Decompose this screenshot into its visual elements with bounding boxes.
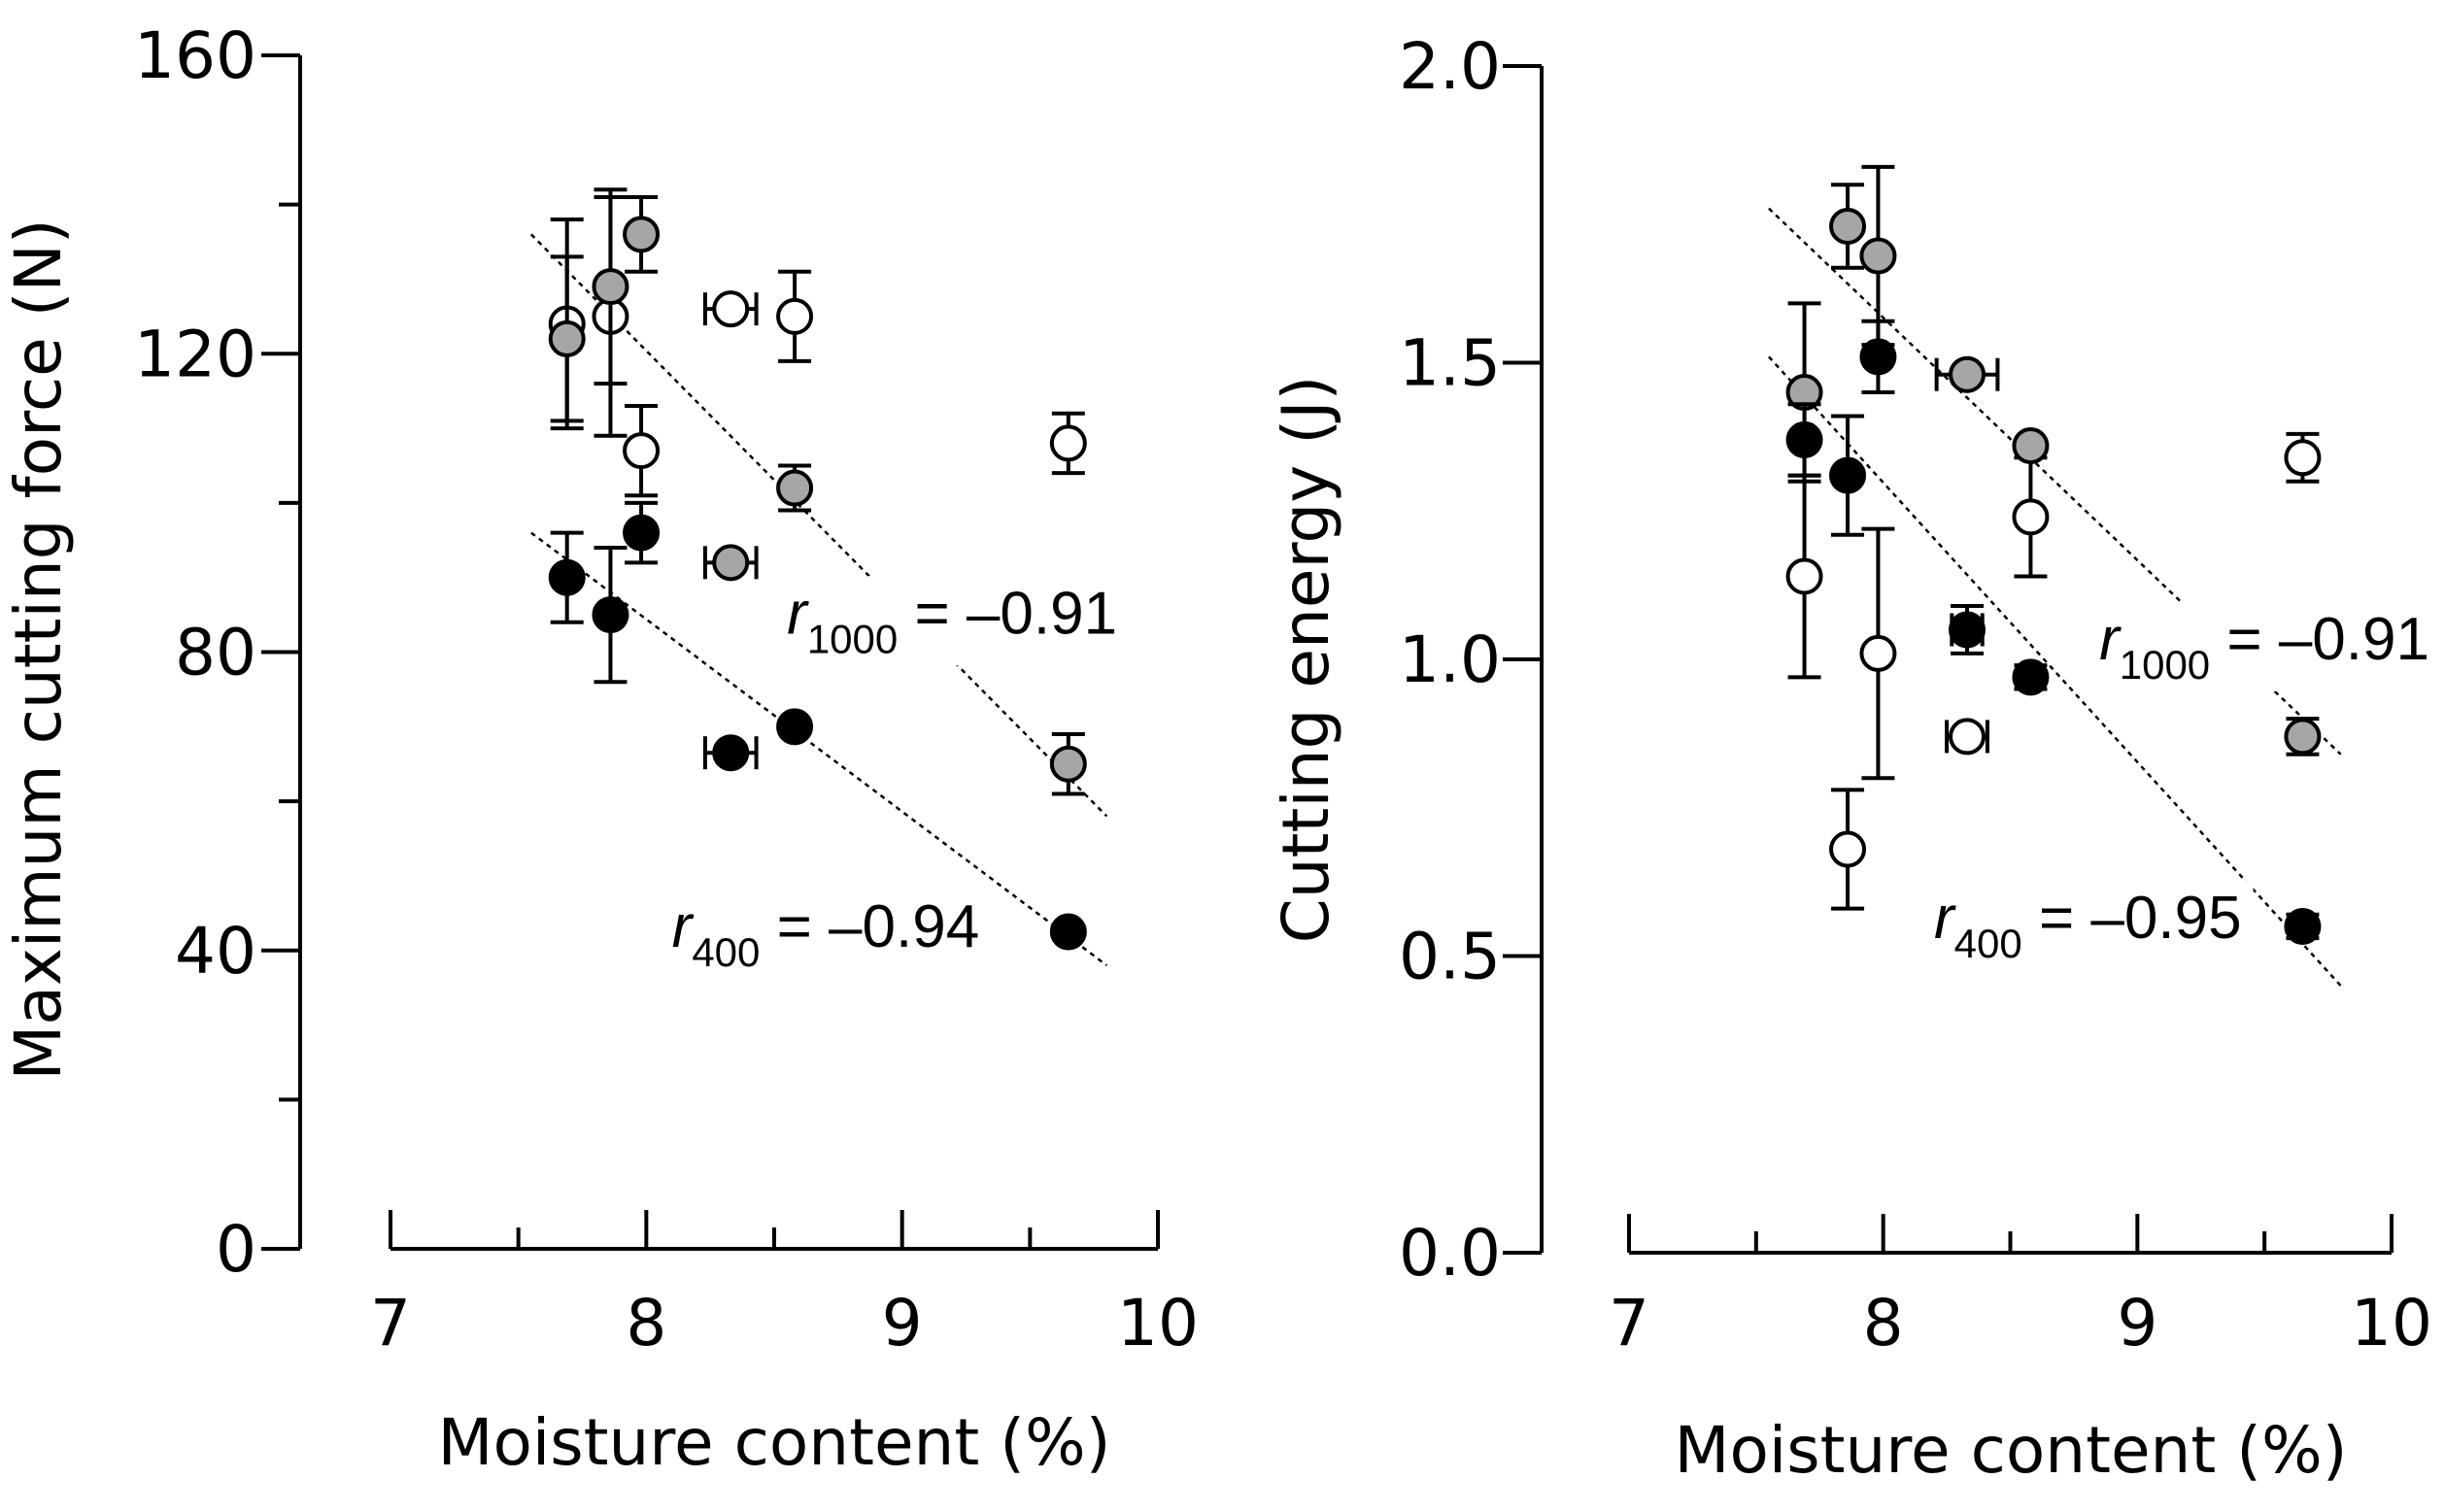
left-point-black [1049,913,1087,951]
left-annotation-r1000: r1000 = –0.91 [787,580,1117,661]
right-point-open [2012,498,2050,536]
right-x-tick-label: 8 [1863,1286,1904,1361]
right-point-black [1785,420,1823,458]
left-y-tick-label: 80 [175,616,256,690]
right-y-tick-label: 0.5 [1399,920,1501,994]
left-x-tick-label: 8 [626,1286,666,1361]
left-y-tick-label: 120 [134,317,256,391]
right-x-tick-label: 9 [2117,1286,2157,1361]
right-point-open [1785,557,1823,595]
right-point-open [1949,718,1987,756]
left-fit-line-black [530,531,1108,967]
right-x-tick-label: 7 [1609,1286,1649,1361]
right-point-black [2284,907,2322,945]
left-point-black [548,558,586,596]
left-x-tick-label: 9 [882,1286,923,1361]
right-point-black [2012,658,2050,696]
right-point-gray [2012,427,2050,465]
right-y-tick-label: 1.0 [1399,622,1501,697]
left-point-black [592,596,629,634]
left-point-open [712,290,750,328]
right-y-axis-title: Cutting energy (J) [1269,376,1343,944]
right-point-open [2284,439,2322,477]
left-point-open [623,432,661,470]
left-annotation-bg [775,576,1130,666]
right-point-black [1859,338,1897,376]
left-annotation-bg [660,889,992,979]
left-point-gray [623,216,661,253]
right-annotation-r400: r400 = –0.95 [1934,885,2242,966]
right-point-gray [1859,237,1897,275]
left-x-tick-label: 7 [370,1286,411,1361]
right-point-black [1949,611,1987,649]
right-x-tick-label: 10 [2351,1286,2432,1361]
right-point-open [1829,830,1867,868]
left-annotation-r400: r400 = –0.94 [672,893,980,975]
right-annotation-bg [2088,602,2441,691]
right-point-gray [1829,207,1867,245]
left-point-open [1049,424,1087,462]
left-point-black [712,734,750,772]
right-annotation-r1000: r1000 = –0.91 [2099,606,2429,688]
left-point-gray [592,268,629,306]
left-point-gray [548,319,586,357]
left-point-gray [712,544,750,582]
left-point-gray [1049,745,1087,783]
right-y-tick-label: 0.0 [1399,1216,1501,1291]
left-x-tick-label: 10 [1117,1286,1199,1361]
left-fit-line-gray [529,233,1108,818]
right-y-tick-label: 1.5 [1399,326,1501,401]
right-point-gray [2284,718,2322,756]
right-x-axis-title: Moisture content (%) [1675,1413,2348,1488]
left-point-open [776,297,814,335]
right-annotation-bg [1922,881,2254,971]
left-x-axis-title: Moisture content (%) [438,1405,1111,1480]
right-point-open [1859,634,1897,672]
left-point-black [776,708,814,746]
left-y-tick-label: 160 [134,18,256,93]
right-point-gray [1949,355,1987,393]
right-y-tick-label: 2.0 [1399,29,1501,104]
right-point-black [1829,456,1867,494]
left-y-tick-label: 40 [175,914,256,989]
left-point-black [623,514,661,552]
left-y-axis-title: Maximum cutting force (N) [1,218,76,1080]
left-point-gray [776,469,814,507]
left-y-tick-label: 0 [216,1212,256,1287]
